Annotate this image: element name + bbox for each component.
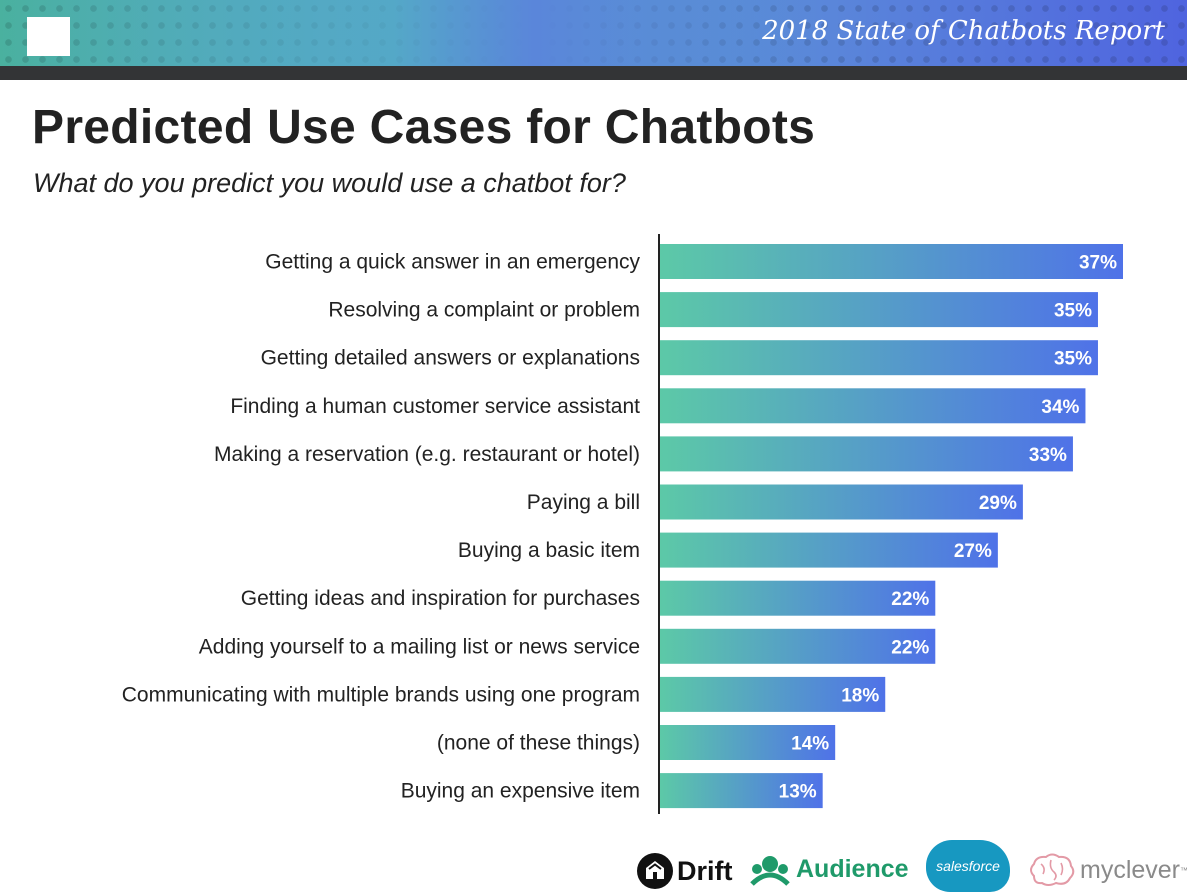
category-label: (none of these things) bbox=[437, 732, 640, 755]
brain-icon bbox=[1030, 853, 1075, 886]
banner-gradient-overlay bbox=[0, 0, 1187, 66]
bar bbox=[660, 725, 836, 760]
bar bbox=[660, 676, 886, 712]
myclever-logo: myclever ™ bbox=[1026, 852, 1187, 888]
chart-rows: Getting a quick answer in an emergency 37… bbox=[122, 244, 1123, 809]
bar bbox=[660, 244, 1123, 279]
category-label: Getting a quick answer in an emergency bbox=[265, 251, 640, 274]
bar bbox=[660, 436, 1073, 472]
salesforce-logo: salesforce bbox=[926, 840, 1010, 892]
value-label: 22% bbox=[891, 589, 929, 610]
bar bbox=[660, 773, 823, 809]
value-label: 27% bbox=[954, 541, 992, 562]
page-title: Predicted Use Cases for Chatbots bbox=[32, 101, 816, 154]
bar bbox=[660, 388, 1086, 424]
category-label: Communicating with multiple brands using… bbox=[122, 683, 640, 706]
partner-logos: Drift Audience salesforce myclever ™ bbox=[630, 838, 1187, 892]
category-label: Buying a basic item bbox=[458, 539, 640, 562]
bar bbox=[660, 484, 1023, 520]
myclever-wordmark: myclever bbox=[1080, 855, 1181, 884]
value-label: 34% bbox=[1041, 397, 1079, 418]
header-banner: 2018 State of Chatbots Report bbox=[0, 0, 1187, 66]
drift-wordmark: Drift bbox=[677, 855, 733, 886]
value-label: 29% bbox=[979, 493, 1017, 514]
bar bbox=[660, 340, 1098, 376]
value-label: 35% bbox=[1054, 301, 1092, 322]
audience-logo: Audience bbox=[748, 852, 909, 886]
trademark-symbol: ™ bbox=[1180, 865, 1187, 875]
category-label: Getting ideas and inspiration for purcha… bbox=[241, 587, 640, 610]
bar bbox=[660, 532, 998, 568]
report-title: 2018 State of Chatbots Report bbox=[762, 16, 1165, 46]
value-label: 35% bbox=[1054, 349, 1092, 370]
bar bbox=[660, 580, 936, 616]
drift-icon bbox=[637, 853, 673, 889]
category-label: Making a reservation (e.g. restaurant or… bbox=[214, 443, 640, 466]
value-label: 37% bbox=[1079, 253, 1117, 274]
bar bbox=[660, 292, 1098, 328]
category-label: Getting detailed answers or explanations bbox=[261, 347, 640, 370]
value-label: 13% bbox=[779, 782, 817, 803]
category-label: Paying a bill bbox=[527, 491, 640, 514]
value-label: 33% bbox=[1029, 445, 1067, 466]
category-label: Resolving a complaint or problem bbox=[328, 299, 640, 322]
page-subtitle: What do you predict you would use a chat… bbox=[33, 168, 626, 198]
category-label: Adding yourself to a mailing list or new… bbox=[199, 635, 640, 658]
value-label: 14% bbox=[791, 734, 829, 755]
logo-placeholder bbox=[27, 17, 70, 56]
drift-logo: Drift bbox=[636, 852, 733, 890]
audience-wordmark: Audience bbox=[796, 854, 909, 883]
salesforce-wordmark: salesforce bbox=[936, 858, 1000, 874]
category-label: Finding a human customer service assista… bbox=[230, 395, 640, 418]
audience-icon bbox=[750, 856, 790, 886]
value-label: 18% bbox=[841, 685, 879, 706]
category-label: Buying an expensive item bbox=[401, 780, 640, 803]
value-label: 22% bbox=[891, 637, 929, 658]
bar bbox=[660, 628, 936, 664]
header-divider bbox=[0, 66, 1187, 80]
